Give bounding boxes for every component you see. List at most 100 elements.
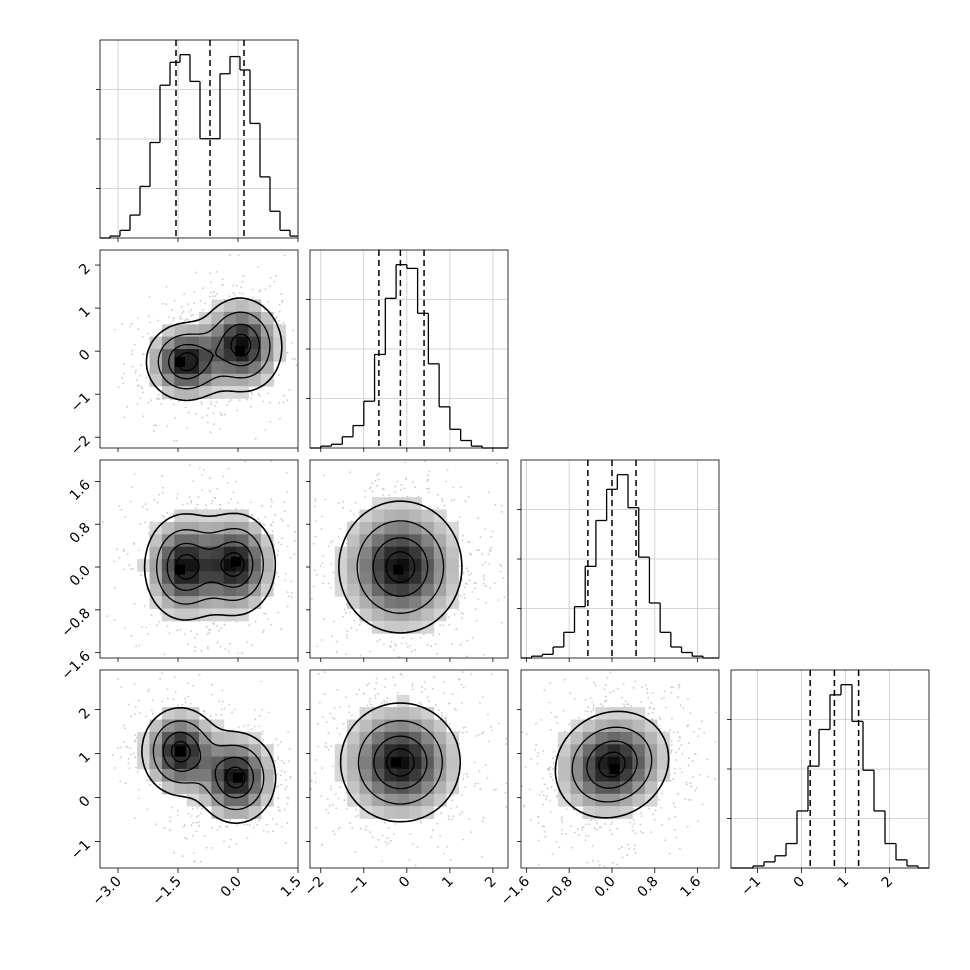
scatter-point (135, 766, 137, 769)
density-cell (347, 769, 360, 782)
scatter-point (183, 293, 186, 295)
scatter-point (196, 503, 199, 506)
density-cell (149, 534, 163, 548)
scatter-point (277, 757, 279, 760)
density-cell (371, 731, 385, 745)
scatter-point (639, 823, 642, 826)
scatter-point (194, 860, 196, 862)
scatter-point (500, 565, 503, 568)
scatter-point (694, 789, 697, 792)
scatter-point (399, 672, 402, 675)
density-frame (309, 669, 509, 869)
scatter-point (221, 278, 224, 280)
scatter-point (393, 833, 395, 836)
contour-lines (143, 512, 277, 621)
scatter-point (436, 493, 439, 496)
density-cell (409, 793, 422, 807)
scatter-point (686, 725, 689, 728)
scatter-point (219, 412, 222, 414)
scatter-point (121, 376, 124, 379)
scatter-point (205, 625, 208, 628)
scatter-point (686, 825, 689, 828)
scatter-point (558, 846, 561, 849)
scatter-point (479, 702, 481, 704)
scatter-point (466, 567, 468, 570)
density-cell (174, 596, 188, 609)
scatter-point (193, 290, 196, 293)
scatter-point (211, 847, 214, 849)
density-cell (186, 571, 200, 585)
density-cell (396, 546, 410, 560)
scatter-point (552, 768, 554, 770)
scatter-point (405, 642, 408, 645)
scatter-point (317, 672, 320, 675)
scatter-point (241, 652, 243, 655)
scatter-point (189, 702, 192, 705)
scatter-point (136, 770, 139, 773)
y-tick-label: 1 (76, 749, 94, 767)
scatter-point (138, 699, 141, 702)
y-tick-label: −1 (68, 390, 94, 416)
scatter-point (479, 788, 482, 790)
density-cell (260, 349, 274, 362)
scatter-point (554, 789, 557, 792)
scatter-point (378, 472, 380, 475)
x-tick-label: −2 (302, 874, 328, 900)
density-cell (433, 559, 447, 572)
scatter-point (444, 716, 446, 719)
scatter-point (494, 503, 497, 506)
scatter-point (172, 698, 175, 701)
density-cell (174, 386, 188, 399)
scatter-point (210, 291, 213, 294)
scatter-point (198, 673, 201, 676)
scatter-point (121, 323, 123, 326)
scatter-point (325, 742, 327, 745)
density-cell (174, 509, 188, 523)
scatter-point (243, 823, 246, 826)
scatter-point (457, 609, 460, 611)
density-cell (199, 583, 212, 597)
density-cell (149, 769, 163, 782)
scatter-point (443, 504, 446, 507)
scatter-point (675, 836, 678, 839)
scatter-point (229, 642, 231, 645)
scatter-point (161, 700, 164, 703)
scatter-point (286, 605, 289, 608)
scatter-point (123, 372, 125, 375)
scatter-point (277, 611, 280, 614)
scatter-point (447, 818, 450, 821)
scatter-point (280, 783, 283, 786)
scatter-point (369, 486, 372, 488)
density-cell (371, 707, 385, 720)
scatter-point (670, 686, 672, 689)
scatter-point (530, 818, 532, 821)
x-tick-label: 0 (791, 874, 809, 892)
x-tick-label: 0.0 (592, 874, 619, 901)
scatter-point (173, 440, 175, 442)
scatter-point (569, 692, 572, 695)
scatter-point (147, 315, 150, 318)
scatter-point (280, 543, 283, 546)
scatter-point (493, 789, 496, 791)
scatter-point (279, 417, 281, 420)
scatter-point (222, 475, 225, 478)
scatter-point (327, 582, 330, 585)
scatter-point (647, 696, 650, 699)
scatter-point (419, 820, 422, 822)
scatter-point (549, 799, 551, 802)
scatter-point (293, 539, 296, 542)
density-cell (186, 781, 200, 795)
scatter-point (288, 389, 291, 391)
density-cell (582, 744, 596, 758)
scatter-point (271, 530, 274, 533)
scatter-point (277, 784, 280, 787)
scatter-point (611, 821, 614, 824)
scatter-point (546, 787, 549, 790)
scatter-point (133, 602, 136, 605)
scatter-point (291, 357, 294, 360)
density-cell (347, 781, 360, 795)
scatter-point (185, 837, 188, 840)
scatter-point (495, 462, 498, 465)
scatter-point (616, 827, 619, 830)
density-cell (174, 546, 188, 560)
